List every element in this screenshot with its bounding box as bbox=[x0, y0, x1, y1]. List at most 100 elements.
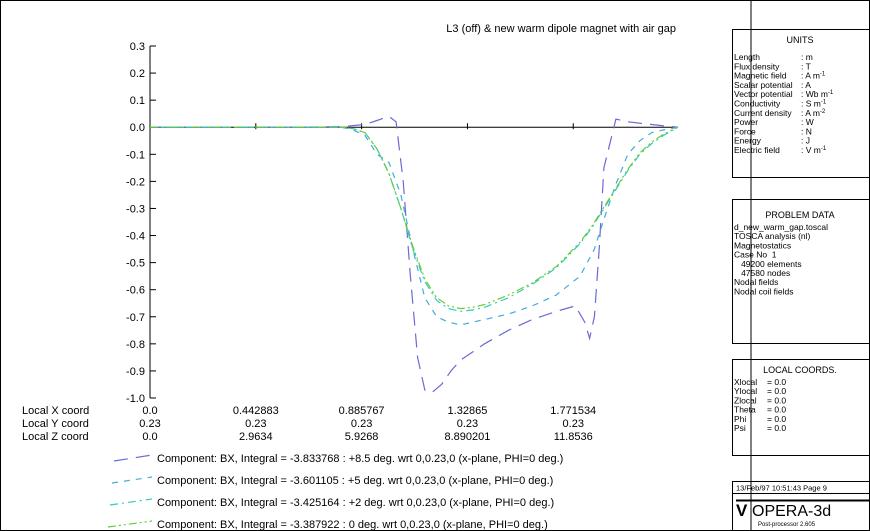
coord-row-value: 0.885767 bbox=[339, 405, 385, 417]
units-row-name: Length bbox=[734, 52, 760, 62]
coord-row-value: 0.23 bbox=[563, 418, 584, 430]
problem-line: 47580 nodes bbox=[734, 268, 790, 278]
problem-title: PROBLEM DATA bbox=[765, 210, 834, 220]
units-row-exponent: -1 bbox=[821, 146, 827, 152]
units-row-name: Electric field bbox=[734, 145, 780, 155]
units-row-unit: : A m-1 bbox=[801, 71, 826, 81]
coord-row-value: 0.23 bbox=[457, 418, 478, 430]
y-tick-label: -0.3 bbox=[126, 203, 145, 215]
legend-label: Component: BX, Integral = -3.601105 : +5… bbox=[157, 475, 553, 487]
units-row-unit: : J bbox=[801, 136, 810, 146]
y-tick-label: -0.8 bbox=[126, 339, 145, 351]
y-tick-label: -0.5 bbox=[126, 258, 145, 270]
problem-line: Magnetostatics bbox=[734, 240, 791, 250]
local-coord-value: = 0.0 bbox=[767, 386, 786, 396]
units-row-exponent: -1 bbox=[820, 72, 826, 78]
units-row-name: Current density bbox=[734, 108, 792, 118]
units-row-exponent: -1 bbox=[821, 100, 827, 106]
coord-row-value: 11.8536 bbox=[554, 431, 593, 443]
coord-row-value: 1.771534 bbox=[550, 405, 596, 417]
units-row-unit: : Wb m-1 bbox=[801, 89, 834, 99]
problem-line: Nodal fields bbox=[734, 277, 778, 287]
y-tick-label: 0.1 bbox=[130, 95, 145, 107]
units-row-unit: : N bbox=[801, 126, 812, 136]
chart-title: L3 (off) & new warm dipole magnet with a… bbox=[446, 23, 676, 35]
problem-line: Case No 1 bbox=[734, 250, 777, 260]
units-row-name: Force bbox=[734, 126, 756, 136]
footer-panel: 13/Feb/97 10:51:43 Page 9 V OPERA-3d Pos… bbox=[732, 481, 870, 531]
y-tick-label: -0.7 bbox=[126, 312, 145, 324]
legend-label: Component: BX, Integral = -3.833768 : +8… bbox=[157, 453, 563, 465]
coord-row-value: 1.32865 bbox=[448, 405, 488, 417]
legend-swatch bbox=[107, 520, 153, 528]
y-tick-label: -0.9 bbox=[126, 366, 145, 378]
problem-line: 49200 elements bbox=[734, 259, 802, 269]
units-row-unit: : S m-1 bbox=[801, 99, 827, 109]
units-row-name: Power bbox=[734, 117, 758, 127]
series-line bbox=[150, 115, 679, 394]
problem-line: d_new_warm_gap.toscal bbox=[734, 222, 828, 232]
coord-row-value: 2.9634 bbox=[239, 431, 273, 443]
units-row-unit: : T bbox=[801, 61, 811, 71]
coord-row-label: Local Y coord bbox=[22, 418, 89, 430]
units-row-unit: : A bbox=[801, 80, 811, 90]
coord-row-value: 8.890201 bbox=[444, 431, 490, 443]
local-coord-name: Theta bbox=[734, 405, 756, 415]
units-row-name: Scalar potential bbox=[734, 80, 793, 90]
opera-logo-subtitle: Post-processor 2.605 bbox=[758, 522, 816, 528]
coordinate-rows: Local X coord 0.0 0.442883 0.885767 1.32865 1… bbox=[22, 405, 596, 443]
coord-row-value: 0.23 bbox=[139, 418, 160, 430]
opera-logo-text: OPERA-3d bbox=[752, 503, 831, 520]
local-coord-name: Zlocal bbox=[734, 395, 757, 405]
local-coord-value: = 0.0 bbox=[767, 405, 786, 415]
units-row-unit: : W bbox=[801, 117, 814, 127]
units-row-name: Vector potential bbox=[734, 89, 793, 99]
units-row-unit: : m bbox=[801, 52, 813, 62]
units-row-unit: : V m-1 bbox=[801, 145, 827, 155]
local-coords-panel: LOCAL COORDS. Xlocal = 0.0 Ylocal = 0.0 Zloc… bbox=[732, 359, 870, 456]
local-coord-name: Xlocal bbox=[734, 377, 757, 387]
units-row-unit: : A m-2 bbox=[801, 108, 826, 118]
local-coords-title: LOCAL COORDS. bbox=[763, 365, 837, 375]
coord-row-label: Local X coord bbox=[22, 405, 89, 417]
local-coord-name: Psi bbox=[734, 423, 746, 433]
units-row-name: Energy bbox=[734, 136, 762, 146]
coord-row-value: 0.0 bbox=[142, 431, 157, 443]
legend: Component: BX, Integral = -3.833768 : +8… bbox=[107, 453, 563, 531]
series-line bbox=[150, 126, 679, 313]
units-title: UNITS bbox=[787, 35, 814, 45]
timestamp: 13/Feb/97 10:51:43 Page 9 bbox=[736, 484, 827, 493]
units-row-name: Conductivity bbox=[734, 99, 781, 109]
y-tick-label: -0.1 bbox=[126, 149, 145, 161]
series-lines bbox=[150, 115, 679, 394]
series-line bbox=[150, 126, 679, 326]
units-panel: UNITS Length : m Flux density : T Magnetic f… bbox=[732, 29, 870, 178]
legend-swatch bbox=[109, 498, 153, 506]
local-coord-name: Ylocal bbox=[734, 386, 757, 396]
units-row-exponent: -1 bbox=[828, 90, 834, 96]
coord-row-value: 5.9268 bbox=[345, 431, 379, 443]
y-tick-label: -0.4 bbox=[126, 231, 145, 243]
problem-line: TOSCA analysis (nl) bbox=[734, 231, 811, 241]
units-row-name: Flux density bbox=[734, 61, 780, 71]
legend-swatch bbox=[113, 454, 153, 462]
plot-axes: 0.3 0.2 0.1 0.0 -0.1 -0.2 -0.3 -0.4 -0.5 -0.6 -0.7… bbox=[126, 41, 678, 405]
legend-label: Component: BX, Integral = -3.387922 : 0 … bbox=[157, 519, 548, 531]
coord-row-value: 0.23 bbox=[245, 418, 266, 430]
local-coord-value: = 0.0 bbox=[767, 423, 786, 433]
y-tick-label: 0.0 bbox=[130, 122, 145, 134]
problem-line: Nodal coil fields bbox=[734, 286, 794, 296]
legend-swatch bbox=[111, 476, 153, 484]
units-row-name: Magnetic field bbox=[734, 71, 787, 81]
coord-row-value: 0.0 bbox=[142, 405, 157, 417]
y-tick-label: -1.0 bbox=[126, 393, 145, 405]
y-tick-label: 0.3 bbox=[130, 41, 145, 53]
local-coord-name: Phi bbox=[734, 414, 746, 424]
series-line bbox=[150, 126, 679, 310]
coord-row-label: Local Z coord bbox=[22, 431, 89, 443]
y-tick-label: -0.2 bbox=[126, 176, 145, 188]
y-tick-label: 0.2 bbox=[130, 68, 145, 80]
problem-panel: PROBLEM DATA d_new_warm_gap.toscalTOSCA … bbox=[732, 199, 870, 344]
coord-row-value: 0.442883 bbox=[233, 405, 279, 417]
